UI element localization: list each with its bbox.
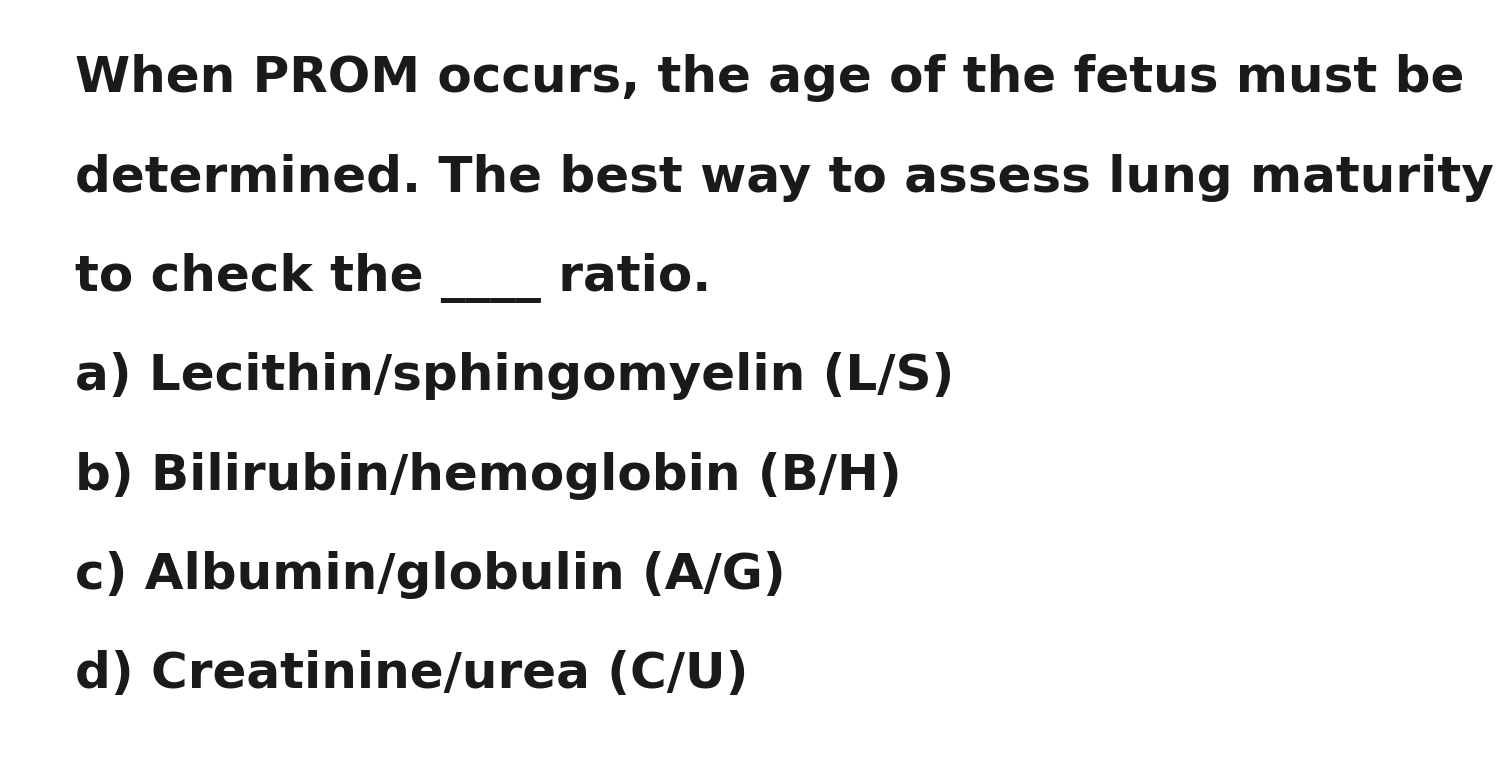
Text: When PROM occurs, the age of the fetus must be: When PROM occurs, the age of the fetus m… (75, 54, 1464, 102)
Text: b) Bilirubin/hemoglobin (B/H): b) Bilirubin/hemoglobin (B/H) (75, 452, 901, 500)
Text: d) Creatinine/urea (C/U): d) Creatinine/urea (C/U) (75, 650, 748, 698)
Text: to check the ____ ratio.: to check the ____ ratio. (75, 253, 711, 303)
Text: determined. The best way to assess lung maturity is: determined. The best way to assess lung … (75, 154, 1500, 202)
Text: a) Lecithin/sphingomyelin (L/S): a) Lecithin/sphingomyelin (L/S) (75, 352, 954, 400)
Text: c) Albumin/globulin (A/G): c) Albumin/globulin (A/G) (75, 551, 786, 599)
